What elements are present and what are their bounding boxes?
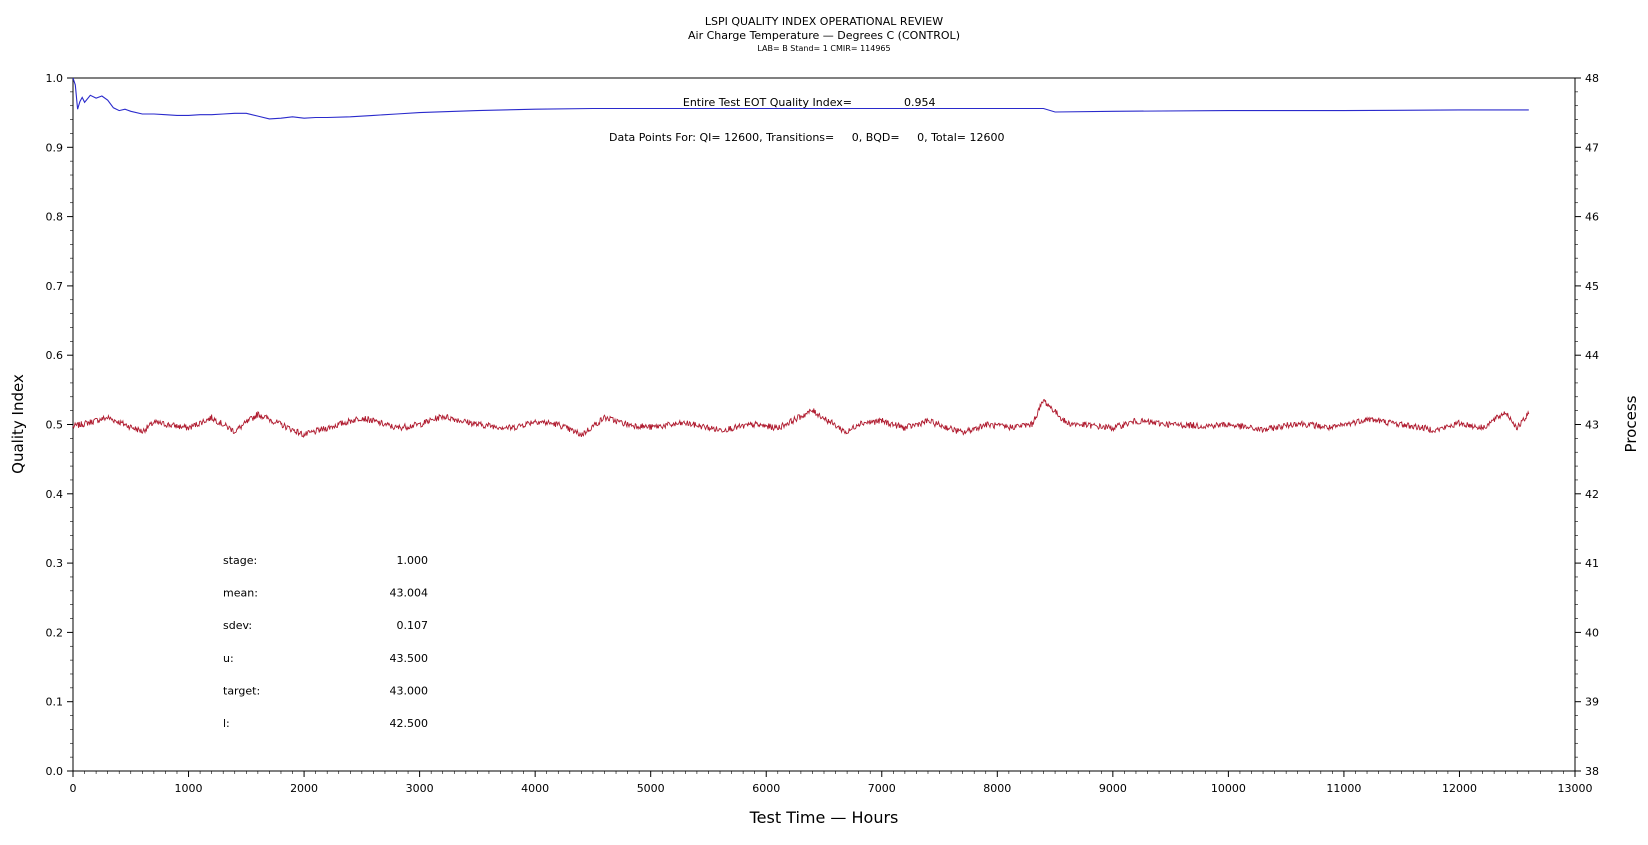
y-tick-label: 0.3 xyxy=(46,557,64,570)
chart-title: LSPI QUALITY INDEX OPERATIONAL REVIEW xyxy=(705,15,943,28)
x-tick-label: 2000 xyxy=(290,782,318,795)
stat-label: mean: xyxy=(223,587,258,600)
y-tick-label: 0.6 xyxy=(46,349,64,362)
series-layer xyxy=(72,77,1530,439)
x-tick-label: 7000 xyxy=(868,782,896,795)
x-axis-label: Test Time — Hours xyxy=(749,808,899,827)
x-tick-label: 8000 xyxy=(983,782,1011,795)
x-tick-label: 4000 xyxy=(521,782,549,795)
x-tick-label: 1000 xyxy=(175,782,203,795)
stat-label: sdev: xyxy=(223,619,252,632)
x-axis: 0 1000 2000 3000 4000 5000 6000 7000 8000 9000 100… xyxy=(70,771,1593,795)
x-tick-label: 13000 xyxy=(1558,782,1593,795)
y2-tick-label: 47 xyxy=(1585,141,1599,154)
y-tick-label: 0.1 xyxy=(46,696,64,709)
x-tick-label: 11000 xyxy=(1326,782,1361,795)
stat-value: 42.500 xyxy=(390,717,429,730)
stat-label: target: xyxy=(223,684,260,697)
x-tick-label: 6000 xyxy=(752,782,780,795)
x-tick-label: 12000 xyxy=(1442,782,1477,795)
y-tick-label: 0.2 xyxy=(46,626,64,639)
chart-subtitle-2: LAB= B Stand= 1 CMIR= 114965 xyxy=(757,44,890,53)
y2-tick-label: 46 xyxy=(1585,211,1599,224)
y2-tick-label: 43 xyxy=(1585,419,1599,432)
stat-value: 0.107 xyxy=(397,619,429,632)
stat-value: 43.500 xyxy=(390,652,429,665)
y2-tick-label: 48 xyxy=(1585,72,1599,85)
process-series-line xyxy=(72,398,1530,439)
y-tick-label: 1.0 xyxy=(46,72,64,85)
y-axis-left: 0.0 0.1 0.2 0.3 0.4 0.5 0.6 0.7 0.8 0.9 1.0 xyxy=(46,72,73,778)
x-tick-label: 5000 xyxy=(637,782,665,795)
x-tick-label: 9000 xyxy=(1099,782,1127,795)
y-tick-label: 0.7 xyxy=(46,280,64,293)
stat-value: 43.000 xyxy=(390,684,429,697)
x-tick-label: 10000 xyxy=(1211,782,1246,795)
qi-value: 0.954 xyxy=(904,96,936,109)
y-tick-label: 0.9 xyxy=(46,141,64,154)
chart-subtitle: Air Charge Temperature — Degrees C (CONT… xyxy=(688,29,960,42)
data-points-text: Data Points For: QI= 12600, Transitions=… xyxy=(609,131,1004,144)
y2-tick-label: 42 xyxy=(1585,488,1599,501)
y2-tick-label: 38 xyxy=(1585,765,1599,778)
stat-value: 43.004 xyxy=(390,587,429,600)
y-tick-label: 0.5 xyxy=(46,419,64,432)
y2-tick-label: 44 xyxy=(1585,349,1599,362)
y2-axis-label: Process xyxy=(1622,395,1640,452)
stat-label: u: xyxy=(223,652,234,665)
y2-tick-label: 39 xyxy=(1585,696,1599,709)
y-tick-label: 0.4 xyxy=(46,488,64,501)
y2-tick-label: 45 xyxy=(1585,280,1599,293)
stat-label: l: xyxy=(223,717,230,730)
stat-value: 1.000 xyxy=(397,554,429,567)
y-tick-label: 0.8 xyxy=(46,211,64,224)
x-tick-label: 0 xyxy=(70,782,77,795)
y2-tick-label: 41 xyxy=(1585,557,1599,570)
qi-label: Entire Test EOT Quality Index= xyxy=(683,96,852,109)
y-axis-label: Quality Index xyxy=(9,374,27,474)
x-tick-label: 3000 xyxy=(406,782,434,795)
stat-label: stage: xyxy=(223,554,257,567)
y2-tick-label: 40 xyxy=(1585,626,1599,639)
y-tick-label: 0.0 xyxy=(46,765,64,778)
stats-block: stage: 1.000 mean: 43.004 sdev: 0.107 u: 43.500… xyxy=(223,554,428,730)
quality-index-series-line xyxy=(72,77,1529,120)
y-axis-right: 38 39 40 41 42 43 44 45 46 47 48 xyxy=(1575,72,1599,778)
